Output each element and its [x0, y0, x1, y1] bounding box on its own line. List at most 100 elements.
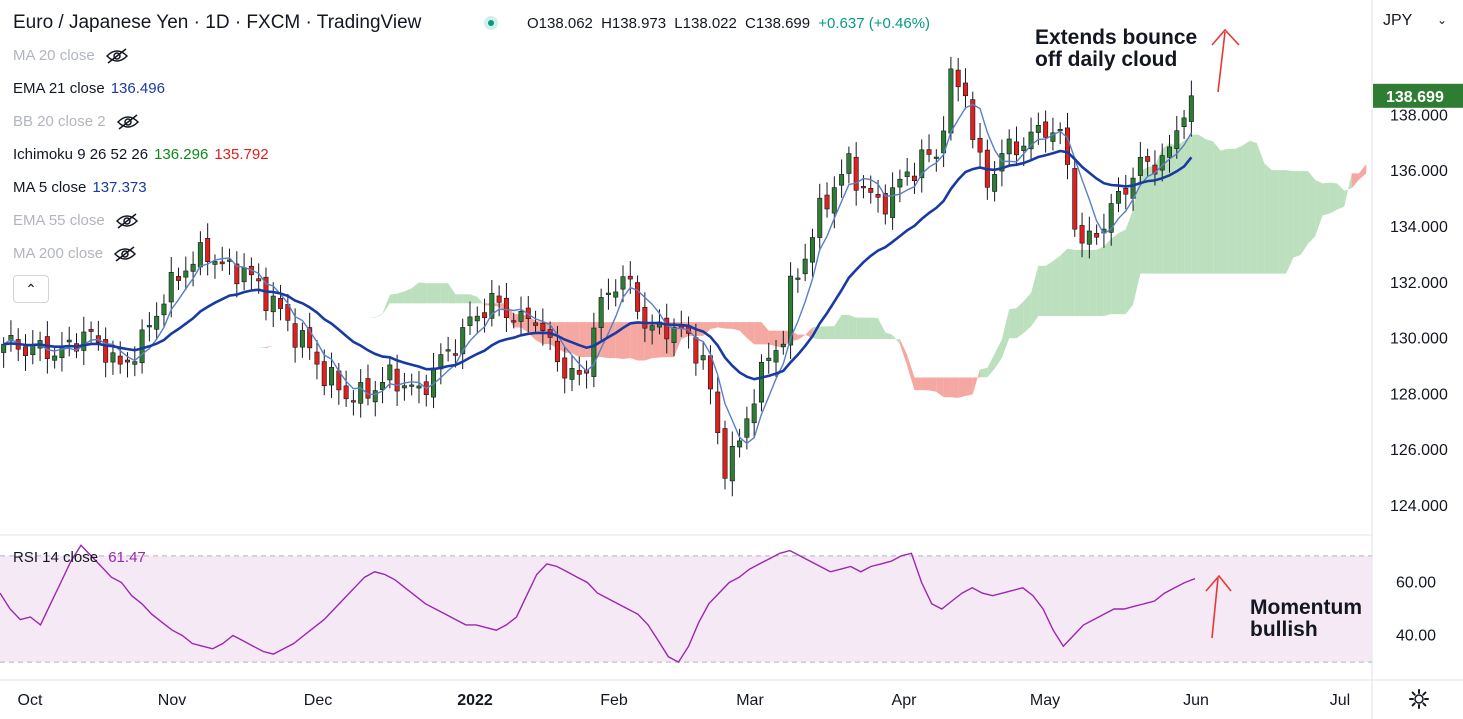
legend-row[interactable]: BB 20 close 2 — [13, 113, 140, 130]
candle-body — [88, 329, 94, 332]
time-tick-label: Feb — [600, 692, 628, 709]
candle-body — [882, 192, 888, 215]
candle-body — [766, 357, 772, 361]
symbol-title[interactable]: Euro / Japanese Yen · 1D · FXCM · Tradin… — [13, 12, 422, 33]
rsi-legend: RSI 14 close 61.47 — [13, 549, 146, 566]
cloud-segment — [1264, 163, 1272, 274]
rsi-tick-label: 60.00 — [1396, 574, 1436, 591]
gear-icon[interactable] — [1408, 688, 1430, 710]
candle-body — [1006, 138, 1012, 155]
candle-body — [125, 359, 131, 363]
candle-body — [693, 337, 699, 364]
cloud-segment — [338, 340, 347, 345]
candle-body — [110, 352, 116, 363]
collapse-legend-button[interactable]: ⌃ — [13, 275, 49, 303]
cloud-segment — [1176, 140, 1185, 274]
currency-selector[interactable]: JPY — [1383, 12, 1413, 29]
price-axis[interactable]: 138.000 136.000 134.000 132.000 130.000 128.0… — [1373, 83, 1463, 645]
cloud-segment — [725, 322, 733, 329]
candle-body — [66, 339, 72, 343]
candle-body — [1, 343, 7, 353]
cloud-segment — [1031, 265, 1039, 327]
time-tick-label: Dec — [304, 692, 332, 709]
cloud-segment — [1227, 148, 1236, 274]
candle-body — [489, 293, 495, 319]
cloud-segment — [389, 293, 398, 304]
candle-body — [1079, 225, 1085, 244]
legend-row[interactable]: Ichimoku 9 26 52 26 136.296 135.792 — [13, 146, 269, 163]
candle-body — [1188, 95, 1194, 122]
chevron-down-icon[interactable]: ⌄ — [1437, 13, 1448, 27]
candle-body — [219, 261, 225, 265]
cloud-segment — [994, 339, 1002, 369]
cloud-segment — [608, 322, 616, 359]
cloud-segment — [265, 345, 274, 349]
candle-body — [737, 440, 743, 448]
cloud-segment — [1184, 134, 1192, 274]
cloud-segment — [1082, 249, 1090, 316]
legend-row[interactable]: MA 200 close — [13, 245, 137, 262]
candle-body — [409, 384, 415, 387]
time-axis[interactable]: Oct Nov Dec 2022 Feb Mar Apr May Jun Jul — [18, 692, 1351, 709]
cloud-segment — [695, 322, 704, 336]
candle-body — [496, 295, 502, 303]
candle-body — [1116, 190, 1121, 204]
cloud-segment — [1329, 182, 1338, 214]
cloud-segment — [1337, 183, 1345, 210]
candle-body — [1108, 203, 1114, 233]
ohlc-readout: O138.062 H138.973 L138.022 C138.699 +0.6… — [527, 15, 930, 32]
cloud-segment — [455, 294, 463, 304]
candle-body — [620, 276, 626, 290]
candle-body — [839, 174, 845, 186]
candle-body — [190, 263, 196, 272]
candle-body — [256, 278, 262, 282]
cloud-segment — [805, 327, 813, 339]
cloud-segment — [1125, 209, 1134, 315]
cloud-segment — [1293, 171, 1301, 258]
legend-row[interactable]: EMA 21 close 136.496 — [13, 80, 165, 97]
candle-body — [270, 295, 276, 313]
candle-body — [962, 82, 968, 97]
eye-crossed-icon[interactable] — [106, 113, 140, 130]
price-tick-label: 136.000 — [1390, 163, 1448, 180]
cloud-segment — [936, 377, 944, 398]
eye-crossed-icon[interactable] — [95, 47, 129, 64]
legend-label: MA 200 close — [13, 245, 104, 262]
cloud-segment — [1358, 163, 1367, 180]
legend-row[interactable]: MA 20 close — [13, 47, 129, 64]
price-tick-label: 134.000 — [1390, 219, 1448, 236]
candle-body — [758, 361, 764, 403]
cloud-segment — [710, 322, 718, 329]
candle-body — [904, 171, 910, 177]
cloud-segment — [776, 330, 784, 348]
cloud-segment — [375, 313, 383, 318]
candle-body — [394, 368, 400, 392]
cloud-segment — [623, 322, 631, 360]
candle-body — [955, 69, 961, 88]
candle-body — [358, 382, 364, 404]
candle-body — [919, 149, 925, 179]
candle-body — [722, 428, 728, 479]
candle-body — [773, 350, 779, 363]
price-tick-label: 126.000 — [1390, 442, 1448, 459]
candle-body — [875, 194, 881, 198]
legend-row[interactable]: EMA 55 close — [13, 212, 139, 229]
eye-crossed-icon[interactable] — [105, 212, 139, 229]
cloud-segment — [717, 322, 726, 329]
candle-body — [744, 418, 750, 438]
cloud-segment — [1067, 248, 1075, 316]
ohlc-close: C138.699 — [745, 15, 811, 32]
cloud-segment — [1213, 141, 1221, 274]
candle-body — [605, 292, 611, 295]
candle-body — [751, 403, 757, 424]
legend-row[interactable]: MA 5 close 137.373 — [13, 179, 147, 196]
candle-body — [8, 334, 14, 342]
candle-body — [416, 385, 422, 389]
cloud-segment — [943, 377, 951, 398]
eye-crossed-icon[interactable] — [103, 245, 137, 262]
candle-body — [278, 298, 284, 309]
candle-body — [897, 178, 903, 188]
cloud-segment — [914, 377, 922, 391]
candle-body — [569, 368, 575, 380]
